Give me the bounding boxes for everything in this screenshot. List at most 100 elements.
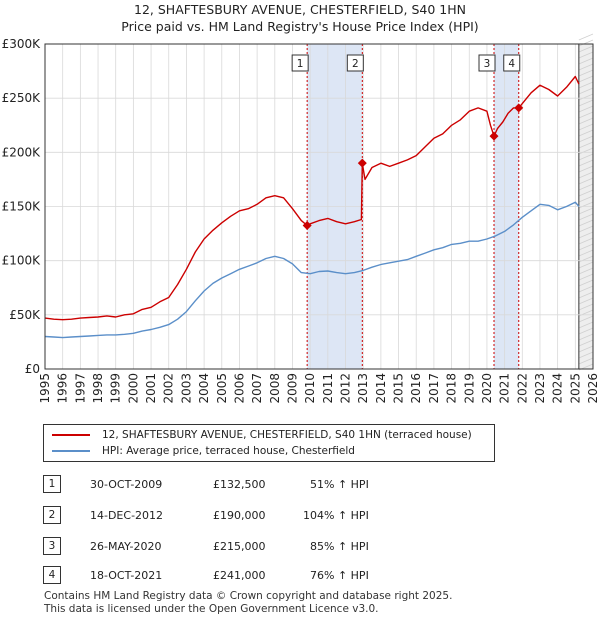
x-tick-label: 2014 <box>374 373 388 404</box>
forecast-hatch <box>578 171 594 179</box>
forecast-hatch <box>578 195 594 203</box>
legend-item-hpi: HPI: Average price, terraced house, Ches… <box>52 443 355 459</box>
x-tick-label: 2001 <box>144 373 158 404</box>
forecast-hatch <box>578 357 594 365</box>
forecast-hatch <box>578 111 594 119</box>
forecast-hatch <box>578 165 594 173</box>
forecast-hatch <box>578 285 594 293</box>
forecast-hatch <box>578 351 594 359</box>
x-tick-label: 1995 <box>38 373 52 404</box>
chart-subtitle: Price paid vs. HM Land Registry's House … <box>121 19 479 34</box>
y-tick-label: £100K <box>2 254 42 268</box>
footer-licence: This data is licensed under the Open Gov… <box>44 603 379 615</box>
sale-point <box>514 103 524 113</box>
forecast-hatch <box>578 189 594 197</box>
legend-label-hpi: HPI: Average price, terraced house, Ches… <box>102 445 355 457</box>
sale-price: £215,000 <box>213 540 266 553</box>
forecast-hatch <box>578 57 594 65</box>
forecast-hatch <box>578 51 594 59</box>
x-tick-label: 2017 <box>427 373 441 404</box>
forecast-hatch <box>578 141 594 149</box>
forecast-hatch <box>578 345 594 353</box>
x-tick-label: 2019 <box>462 373 476 404</box>
x-tick-label: 2011 <box>321 373 335 404</box>
sale-hpi-change: 76% ↑ HPI <box>310 569 369 582</box>
sale-number-label: 4 <box>508 58 515 70</box>
x-tick-label: 2002 <box>162 373 176 404</box>
forecast-hatch <box>578 135 594 143</box>
forecast-hatch <box>578 219 594 227</box>
forecast-hatch <box>578 207 594 215</box>
plot-border <box>44 43 594 370</box>
legend-swatch-hpi <box>52 450 90 452</box>
x-tick-label: 2003 <box>179 373 193 404</box>
x-tick-label: 1998 <box>91 373 105 404</box>
sale-price: £190,000 <box>213 509 266 522</box>
forecast-hatch <box>578 39 594 47</box>
forecast-hatch <box>578 225 594 233</box>
forecast-hatch <box>578 321 594 329</box>
sale-number-badge: 1 <box>43 475 61 493</box>
x-tick-label: 2000 <box>126 373 140 404</box>
forecast-hatch <box>578 237 594 245</box>
legend-swatch-property <box>52 434 90 436</box>
forecast-hatch <box>578 315 594 323</box>
forecast-hatch <box>578 243 594 251</box>
y-tick-label: £250K <box>2 91 42 105</box>
forecast-hatch <box>578 123 594 131</box>
forecast-hatch <box>578 69 594 77</box>
forecast-hatch <box>578 297 594 305</box>
x-tick-label: 2006 <box>232 373 246 404</box>
forecast-hatch <box>578 105 594 113</box>
legend: 12, SHAFTESBURY AVENUE, CHESTERFIELD, S4… <box>43 424 495 462</box>
x-tick-label: 1997 <box>73 373 87 404</box>
x-tick-label: 2009 <box>285 373 299 404</box>
footer-copyright: Contains HM Land Registry data © Crown c… <box>44 590 453 602</box>
x-tick-label: 2023 <box>533 373 547 404</box>
sale-number-label: 2 <box>352 58 359 70</box>
forecast-hatch <box>578 333 594 341</box>
x-tick-label: 2026 <box>586 373 600 404</box>
forecast-hatch <box>578 291 594 299</box>
x-tick-label: 1996 <box>56 373 70 404</box>
property-series-line <box>44 75 580 321</box>
forecast-hatch <box>578 231 594 239</box>
x-tick-label: 2010 <box>303 373 317 404</box>
sale-number-box <box>291 54 309 72</box>
forecast-hatch <box>578 273 594 281</box>
sale-price: £132,500 <box>213 478 266 491</box>
sale-hpi-change: 51% ↑ HPI <box>310 478 369 491</box>
hpi-series-line <box>44 201 580 339</box>
x-tick-label: 2008 <box>268 373 282 404</box>
sale-point <box>302 220 312 230</box>
x-tick-label: 2025 <box>568 373 582 404</box>
x-tick-label: 1999 <box>109 373 123 404</box>
chart-title: 12, SHAFTESBURY AVENUE, CHESTERFIELD, S4… <box>134 2 466 17</box>
forecast-hatch <box>578 177 594 185</box>
sale-date: 30-OCT-2009 <box>90 478 163 491</box>
sale-point <box>489 131 499 141</box>
table-row: 3 26-MAY-2020 £215,000 85% ↑ HPI <box>0 537 600 557</box>
forecast-hatch <box>578 87 594 95</box>
forecast-hatch <box>578 327 594 335</box>
x-tick-label: 2012 <box>339 373 353 404</box>
x-tick-label: 2024 <box>551 373 565 404</box>
forecast-hatch <box>578 213 594 221</box>
forecast-hatch <box>578 153 594 161</box>
sale-number-box <box>346 54 364 72</box>
sale-hpi-change: 85% ↑ HPI <box>310 540 369 553</box>
forecast-hatch <box>578 339 594 347</box>
x-tick-label: 2013 <box>356 373 370 404</box>
sale-number-label: 3 <box>484 58 491 70</box>
forecast-hatch <box>578 117 594 125</box>
y-tick-label: £50K <box>9 308 41 322</box>
forecast-hatch <box>578 183 594 191</box>
forecast-hatch <box>578 267 594 275</box>
sale-date: 14-DEC-2012 <box>90 509 164 522</box>
sale-hpi-change: 104% ↑ HPI <box>303 509 369 522</box>
x-tick-label: 2007 <box>250 373 264 404</box>
x-tick-label: 2005 <box>215 373 229 404</box>
forecast-hatch <box>578 249 594 257</box>
table-row: 2 14-DEC-2012 £190,000 104% ↑ HPI <box>0 506 600 526</box>
sale-price: £241,000 <box>213 569 266 582</box>
